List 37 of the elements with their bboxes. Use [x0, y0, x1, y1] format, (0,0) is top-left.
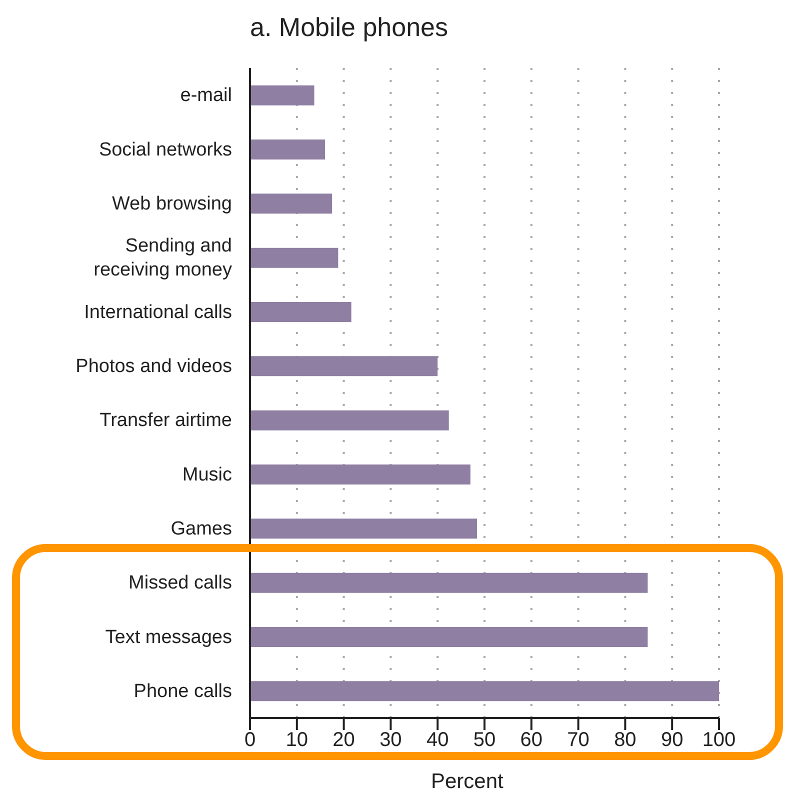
- bar: [250, 85, 314, 106]
- x-tick-label: 50: [473, 729, 496, 752]
- bar: [250, 302, 352, 322]
- x-tick-label: 40: [426, 729, 449, 752]
- bar: [250, 248, 338, 268]
- y-tick-label: Social networks: [98, 138, 232, 160]
- y-tick-label: e-mail: [180, 84, 232, 106]
- x-tick-label: 30: [380, 729, 402, 752]
- bar: [250, 464, 470, 484]
- x-tick-label: 90: [660, 729, 684, 752]
- x-tick-label: 20: [332, 729, 355, 752]
- x-tick-label: 10: [286, 729, 308, 752]
- x-tick-label: 70: [567, 729, 590, 752]
- y-tick-label: International calls: [84, 301, 232, 322]
- bar: [250, 410, 449, 430]
- y-tick-label: Photos and videos: [76, 355, 232, 376]
- y-tick-label: Music: [182, 464, 232, 485]
- y-tick-label: Sending and receiving money: [94, 235, 232, 280]
- x-tick-label: 80: [614, 729, 636, 752]
- bar: [250, 518, 477, 539]
- y-tick-label: Text messages: [105, 626, 232, 648]
- y-tick-label: Missed calls: [128, 572, 232, 594]
- chart-title: a. Mobile phones: [250, 12, 448, 43]
- y-tick-label: Web browsing: [112, 192, 232, 214]
- x-tick-label: 60: [520, 729, 543, 752]
- bar: [250, 356, 438, 376]
- x-tick-label: 100: [702, 729, 736, 752]
- y-tick-label: Transfer airtime: [100, 410, 232, 431]
- x-axis-title: Percent: [431, 770, 504, 794]
- bar: [250, 681, 719, 702]
- bar: [250, 627, 648, 647]
- y-tick-label: Games: [170, 518, 232, 539]
- bar: [250, 572, 648, 593]
- bar: [250, 140, 326, 160]
- y-tick-label: Phone calls: [134, 680, 232, 702]
- bar: [250, 194, 332, 214]
- x-tick-label: 0: [244, 729, 256, 752]
